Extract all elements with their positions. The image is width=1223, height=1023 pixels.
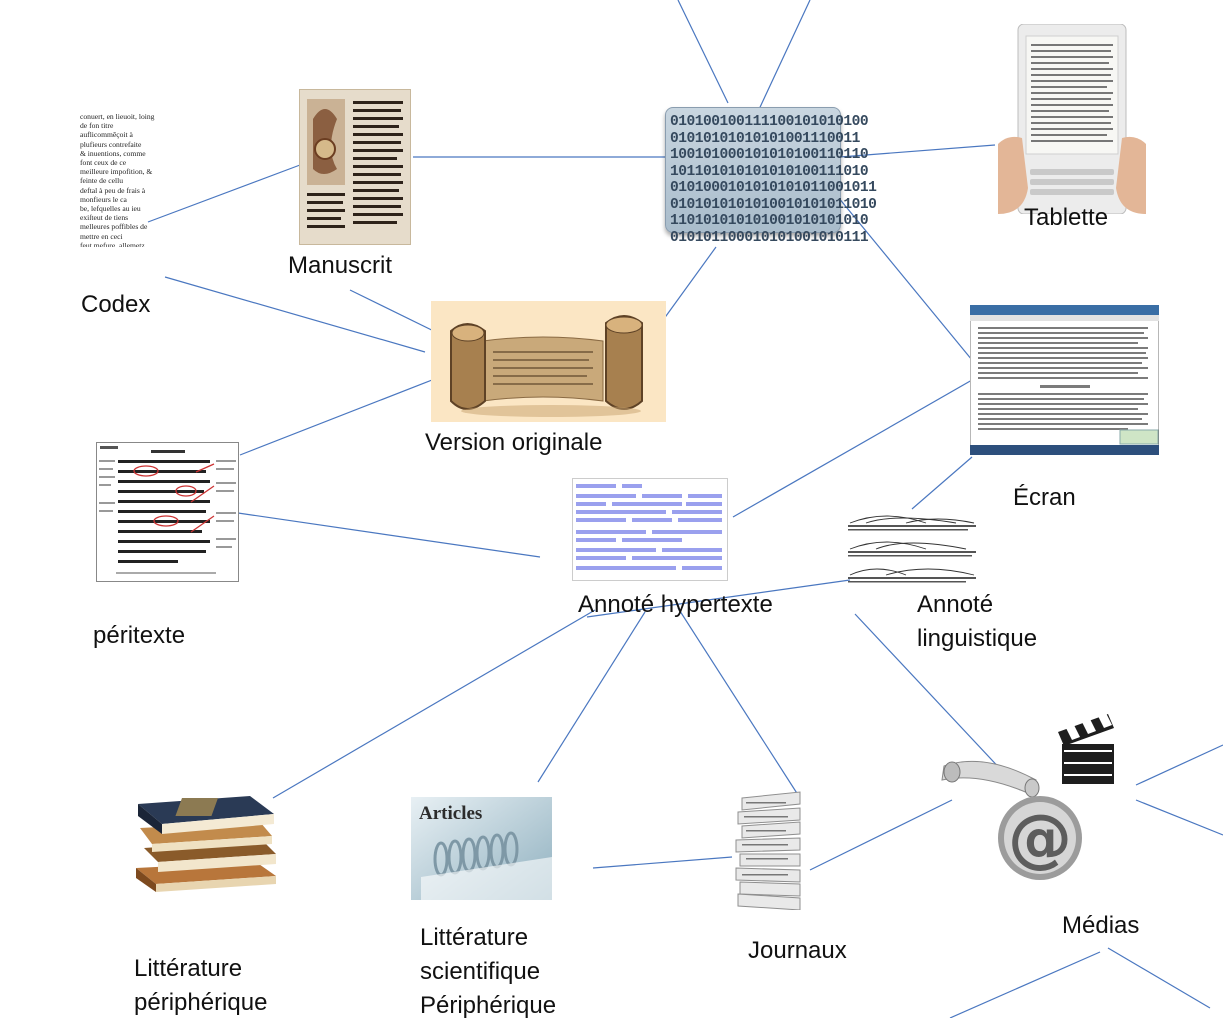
connector-line	[677, 0, 729, 104]
connector-line	[586, 579, 851, 618]
manuscript-thumbnail	[298, 88, 412, 246]
connector-line	[732, 379, 973, 518]
version-originale-label: Version originale	[425, 429, 603, 456]
ecran-label: Écran	[1013, 484, 1076, 511]
connector-line	[237, 512, 541, 558]
peritext-icon	[96, 442, 239, 582]
connector-line	[677, 607, 801, 799]
annote-linguistique-label: Annoté linguistique	[917, 591, 1038, 652]
screen-thumbnail	[969, 304, 1160, 456]
annote-hypertexte-label: Annoté hypertexte	[578, 591, 773, 618]
linguistic-thumbnail	[846, 509, 978, 583]
scroll-icon	[431, 301, 666, 422]
ereader-thumbnail	[998, 23, 1146, 215]
manuscript-icon	[298, 88, 412, 246]
screen-icon	[969, 304, 1160, 456]
peritext-thumbnail	[96, 442, 239, 582]
connector-line	[754, 0, 811, 119]
books-icon	[136, 796, 276, 892]
svg-text:Articles: Articles	[419, 803, 482, 824]
rolled-newspaper-icon	[941, 760, 1040, 798]
connector-line	[837, 196, 973, 361]
connector-line	[1135, 744, 1223, 786]
connector-line	[911, 456, 973, 510]
connector-line	[1107, 947, 1211, 1009]
hypertext-thumbnail	[572, 478, 728, 581]
media-icons: @	[941, 713, 1114, 880]
clapperboard-icon	[1058, 713, 1114, 784]
codex-label: Codex	[81, 291, 151, 318]
newspaper-stack-icon	[735, 791, 801, 911]
connector-line	[537, 611, 646, 783]
at-sign-icon: @	[998, 796, 1082, 880]
connector-line	[809, 799, 953, 871]
medias-label: Médias	[1062, 912, 1140, 939]
connector-line	[592, 856, 733, 869]
notebook-icon: Articles	[411, 797, 552, 900]
litterature-peripherique-label: Littérature périphérique	[134, 955, 268, 1016]
connector-line	[1135, 799, 1223, 836]
tablet-icon	[998, 23, 1146, 215]
articles-thumbnail: Articles	[411, 797, 552, 900]
hypertext-icon	[572, 478, 728, 581]
svg-text:@: @	[1008, 802, 1072, 876]
codex-thumbnail: conuert, en lieuoit, loing de fon titre …	[80, 112, 155, 247]
connector-line	[147, 164, 301, 223]
connector-line	[949, 951, 1101, 1018]
parse-tree-icon	[848, 515, 976, 583]
litterature-scientifique-label: Littérature scientifique Périphérique	[420, 924, 557, 1019]
newspapers-thumbnail	[732, 790, 802, 911]
media-thumbnail: @	[940, 708, 1120, 888]
connector-line	[272, 609, 596, 799]
connector-line	[164, 276, 426, 353]
manuscrit-label: Manuscrit	[288, 252, 393, 279]
peritexte-label: péritexte	[93, 622, 186, 649]
connector-line	[839, 144, 996, 158]
journaux-label: Journaux	[748, 937, 847, 964]
binary-data-block: 010100100111100101010100 010101010101010…	[665, 107, 877, 246]
tablette-label: Tablette	[1024, 204, 1109, 231]
connector-line	[854, 613, 1021, 791]
connector-line	[239, 379, 433, 456]
scroll-thumbnail	[431, 301, 666, 422]
books-thumbnail	[130, 776, 280, 894]
